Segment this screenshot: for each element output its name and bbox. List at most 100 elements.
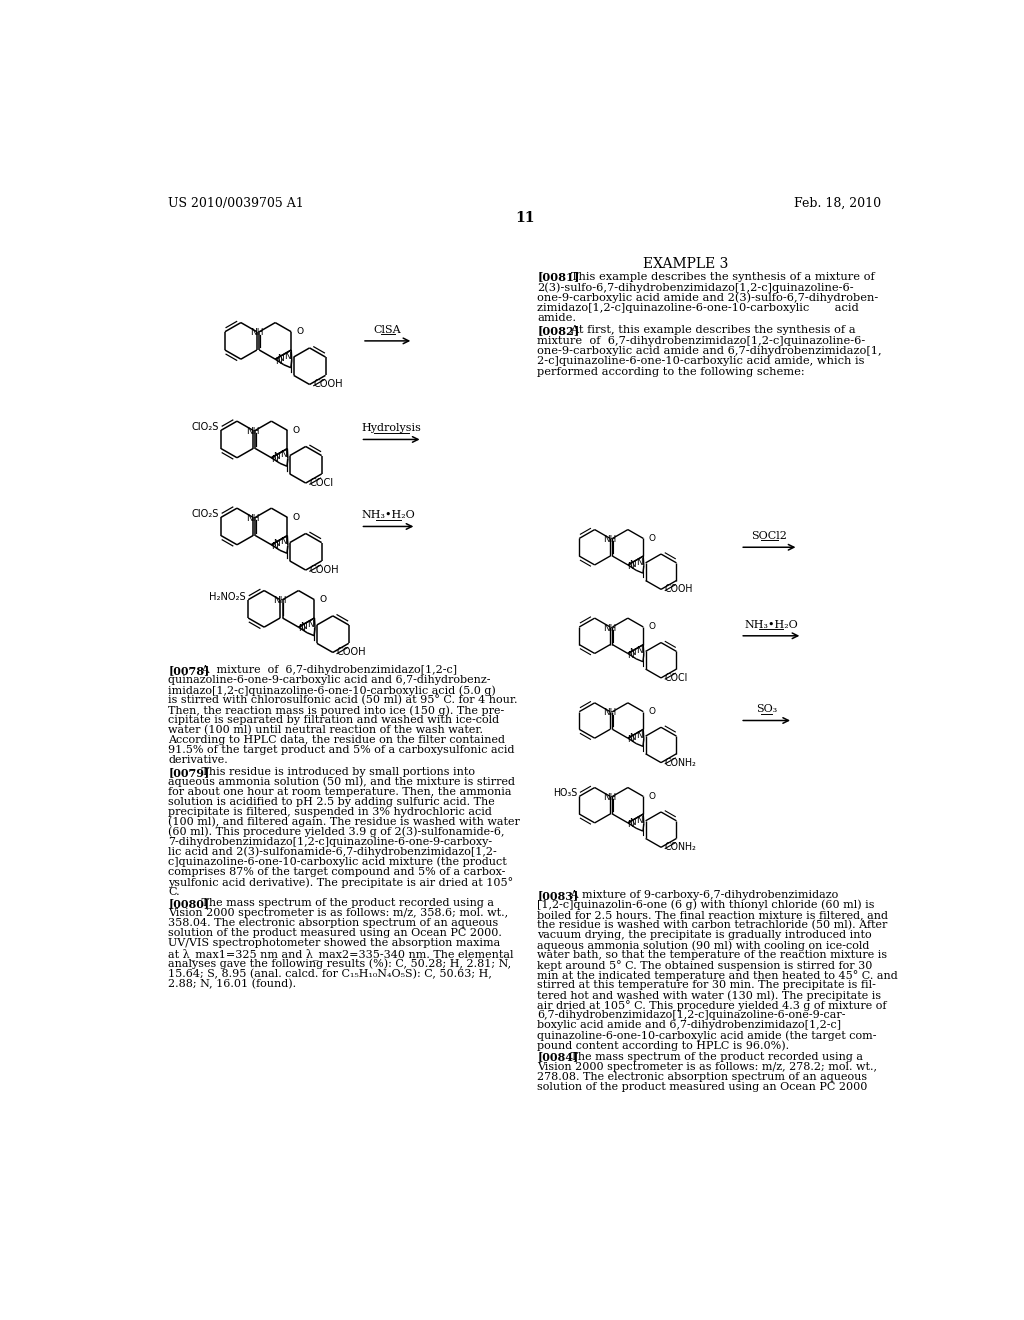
- Text: N: N: [300, 622, 307, 631]
- Text: O: O: [293, 512, 300, 521]
- Text: COOH: COOH: [313, 379, 343, 389]
- Text: water (100 ml) until neutral reaction of the wash water.: water (100 ml) until neutral reaction of…: [168, 725, 483, 735]
- Text: At first, this example describes the synthesis of a: At first, this example describes the syn…: [559, 325, 855, 335]
- Text: air dried at 105° C. This procedure yielded 4.3 g of mixture of: air dried at 105° C. This procedure yiel…: [538, 1001, 887, 1011]
- Text: 2.88; N, 16.01 (found).: 2.88; N, 16.01 (found).: [168, 978, 296, 989]
- Text: H₂NO₂S: H₂NO₂S: [209, 591, 246, 602]
- Text: vacuum drying, the precipitate is gradually introduced into: vacuum drying, the precipitate is gradua…: [538, 929, 871, 940]
- Text: c]quinazoline-6-one-10-carboxylic acid mixture (the product: c]quinazoline-6-one-10-carboxylic acid m…: [168, 857, 507, 867]
- Text: 278.08. The electronic absorption spectrum of an aqueous: 278.08. The electronic absorption spectr…: [538, 1072, 867, 1081]
- Text: N: N: [270, 455, 278, 465]
- Text: derivative.: derivative.: [168, 755, 228, 766]
- Text: analyses gave the following results (%): C, 50.28; H, 2.81; N,: analyses gave the following results (%):…: [168, 958, 511, 969]
- Text: N: N: [630, 733, 636, 742]
- Text: 15.64; S, 8.95 (anal. calcd. for C₁₅H₁₀N₄O₅S): C, 50.63; H,: 15.64; S, 8.95 (anal. calcd. for C₁₅H₁₀N…: [168, 969, 493, 979]
- Text: amide.: amide.: [538, 313, 577, 323]
- Text: Then, the reaction mass is poured into ice (150 g). The pre-: Then, the reaction mass is poured into i…: [168, 705, 505, 715]
- Text: [0080]: [0080]: [168, 899, 210, 909]
- Text: [0082]: [0082]: [538, 325, 580, 337]
- Text: cipitate is separated by filtration and washed with ice-cold: cipitate is separated by filtration and …: [168, 715, 500, 725]
- Text: N: N: [627, 651, 634, 660]
- Text: N: N: [630, 817, 636, 826]
- Text: A mixture of 9-carboxy-6,7-dihydrobenzimidazo: A mixture of 9-carboxy-6,7-dihydrobenzim…: [559, 890, 838, 900]
- Text: NH: NH: [273, 597, 287, 606]
- Text: HO₃S: HO₃S: [553, 788, 577, 799]
- Text: Feb. 18, 2010: Feb. 18, 2010: [795, 197, 882, 210]
- Text: ClO₂S: ClO₂S: [191, 510, 219, 519]
- Text: 358.04. The electronic absorption spectrum of an aqueous: 358.04. The electronic absorption spectr…: [168, 919, 499, 928]
- Text: ClSA: ClSA: [374, 325, 401, 335]
- Text: O: O: [293, 426, 300, 434]
- Text: NH: NH: [246, 426, 259, 436]
- Text: quinazoline-6-one-9-carboxylic acid and 6,7-dihydrobenz-: quinazoline-6-one-9-carboxylic acid and …: [168, 675, 490, 685]
- Text: N: N: [280, 537, 287, 546]
- Text: N: N: [636, 816, 642, 825]
- Text: pound content according to HPLC is 96.0%).: pound content according to HPLC is 96.0%…: [538, 1040, 790, 1051]
- Text: aqueous ammonia solution (90 ml) with cooling on ice-cold: aqueous ammonia solution (90 ml) with co…: [538, 940, 869, 950]
- Text: 2-c]quinazoline-6-one-10-carboxylic acid amide, which is: 2-c]quinazoline-6-one-10-carboxylic acid…: [538, 356, 864, 366]
- Text: N: N: [284, 351, 291, 360]
- Text: [0079]: [0079]: [168, 767, 210, 777]
- Text: SOCl2: SOCl2: [752, 531, 787, 541]
- Text: US 2010/0039705 A1: US 2010/0039705 A1: [168, 197, 304, 210]
- Text: performed according to the following scheme:: performed according to the following sch…: [538, 367, 805, 376]
- Text: The mass spectrum of the product recorded using a: The mass spectrum of the product recorde…: [559, 1052, 862, 1061]
- Text: [0081]: [0081]: [538, 272, 580, 282]
- Text: ysulfonic acid derivative). The precipitate is air dried at 105°: ysulfonic acid derivative). The precipit…: [168, 876, 513, 887]
- Text: CONH₂: CONH₂: [665, 842, 696, 853]
- Text: O: O: [648, 533, 655, 543]
- Text: N: N: [636, 557, 642, 566]
- Text: boiled for 2.5 hours. The final reaction mixture is filtered, and: boiled for 2.5 hours. The final reaction…: [538, 909, 888, 920]
- Text: one-9-carboxylic acid amide and 6,7-dihydrobenzimidazo[1,: one-9-carboxylic acid amide and 6,7-dihy…: [538, 346, 882, 356]
- Text: 2(3)-sulfo-6,7-dihydrobenzimidazo[1,2-c]quinazoline-6-: 2(3)-sulfo-6,7-dihydrobenzimidazo[1,2-c]…: [538, 282, 854, 293]
- Text: N: N: [276, 354, 284, 363]
- Text: COOH: COOH: [337, 647, 367, 657]
- Text: NH: NH: [603, 793, 616, 803]
- Text: lic acid and 2(3)-sulfonamide-6,7-dihydrobenzimidazo[1,2-: lic acid and 2(3)-sulfonamide-6,7-dihydr…: [168, 847, 497, 858]
- Text: for about one hour at room temperature. Then, the ammonia: for about one hour at room temperature. …: [168, 787, 512, 797]
- Text: N: N: [636, 731, 642, 741]
- Text: tered hot and washed with water (130 ml). The precipitate is: tered hot and washed with water (130 ml)…: [538, 990, 882, 1001]
- Text: C.: C.: [168, 887, 180, 896]
- Text: the residue is washed with carbon tetrachloride (50 ml). After: the residue is washed with carbon tetrac…: [538, 920, 888, 931]
- Text: N: N: [627, 820, 634, 829]
- Text: N: N: [636, 647, 642, 655]
- Text: 91.5% of the target product and 5% of a carboxysulfonic acid: 91.5% of the target product and 5% of a …: [168, 744, 515, 755]
- Text: quinazoline-6-one-10-carboxylic acid amide (the target com-: quinazoline-6-one-10-carboxylic acid ami…: [538, 1030, 877, 1040]
- Text: N: N: [307, 619, 313, 628]
- Text: N: N: [298, 624, 305, 634]
- Text: O: O: [648, 623, 655, 631]
- Text: [1,2-c]quinazolin-6-one (6 g) with thionyl chloride (60 ml) is: [1,2-c]quinazolin-6-one (6 g) with thion…: [538, 900, 874, 911]
- Text: O: O: [648, 708, 655, 717]
- Text: at λ_max1=325 nm and λ_max2=335-340 nm. The elemental: at λ_max1=325 nm and λ_max2=335-340 nm. …: [168, 949, 514, 960]
- Text: stirred at this temperature for 30 min. The precipitate is fil-: stirred at this temperature for 30 min. …: [538, 979, 877, 990]
- Text: N: N: [630, 560, 636, 569]
- Text: N: N: [274, 356, 282, 366]
- Text: NH: NH: [603, 709, 616, 717]
- Text: [0083]: [0083]: [538, 890, 579, 902]
- Text: NH₃•H₂O: NH₃•H₂O: [744, 619, 798, 630]
- Text: boxylic acid amide and 6,7-dihydrobenzimidazo[1,2-c]: boxylic acid amide and 6,7-dihydrobenzim…: [538, 1020, 842, 1030]
- Text: CONH₂: CONH₂: [665, 758, 696, 768]
- Text: 11: 11: [515, 211, 535, 224]
- Text: [0084]: [0084]: [538, 1052, 579, 1063]
- Text: 6,7-dihydrobenzimidazo[1,2-c]quinazoline-6-one-9-car-: 6,7-dihydrobenzimidazo[1,2-c]quinazoline…: [538, 1010, 846, 1020]
- Text: N: N: [273, 453, 280, 462]
- Text: COOH: COOH: [665, 585, 693, 594]
- Text: COCl: COCl: [665, 673, 688, 682]
- Text: NH: NH: [250, 329, 263, 338]
- Text: N: N: [270, 543, 278, 550]
- Text: O: O: [648, 792, 655, 801]
- Text: NH: NH: [603, 535, 616, 544]
- Text: solution of the product measured using an Ocean PC 2000: solution of the product measured using a…: [538, 1081, 867, 1092]
- Text: zimidazo[1,2-c]quinazoline-6-one-10-carboxylic       acid: zimidazo[1,2-c]quinazoline-6-one-10-carb…: [538, 302, 859, 313]
- Text: O: O: [319, 595, 327, 605]
- Text: aqueous ammonia solution (50 ml), and the mixture is stirred: aqueous ammonia solution (50 ml), and th…: [168, 776, 515, 787]
- Text: According to HPLC data, the residue on the filter contained: According to HPLC data, the residue on t…: [168, 735, 505, 744]
- Text: solution is acidified to pH 2.5 by adding sulfuric acid. The: solution is acidified to pH 2.5 by addin…: [168, 797, 495, 807]
- Text: N: N: [627, 562, 634, 572]
- Text: min at the indicated temperature and then heated to 45° C. and: min at the indicated temperature and the…: [538, 970, 898, 981]
- Text: This residue is introduced by small portions into: This residue is introduced by small port…: [190, 767, 474, 776]
- Text: mixture  of  6,7-dihydrobenzimidazo[1,2-c]quinazoline-6-: mixture of 6,7-dihydrobenzimidazo[1,2-c]…: [538, 335, 865, 346]
- Text: NH₃•H₂O: NH₃•H₂O: [361, 511, 416, 520]
